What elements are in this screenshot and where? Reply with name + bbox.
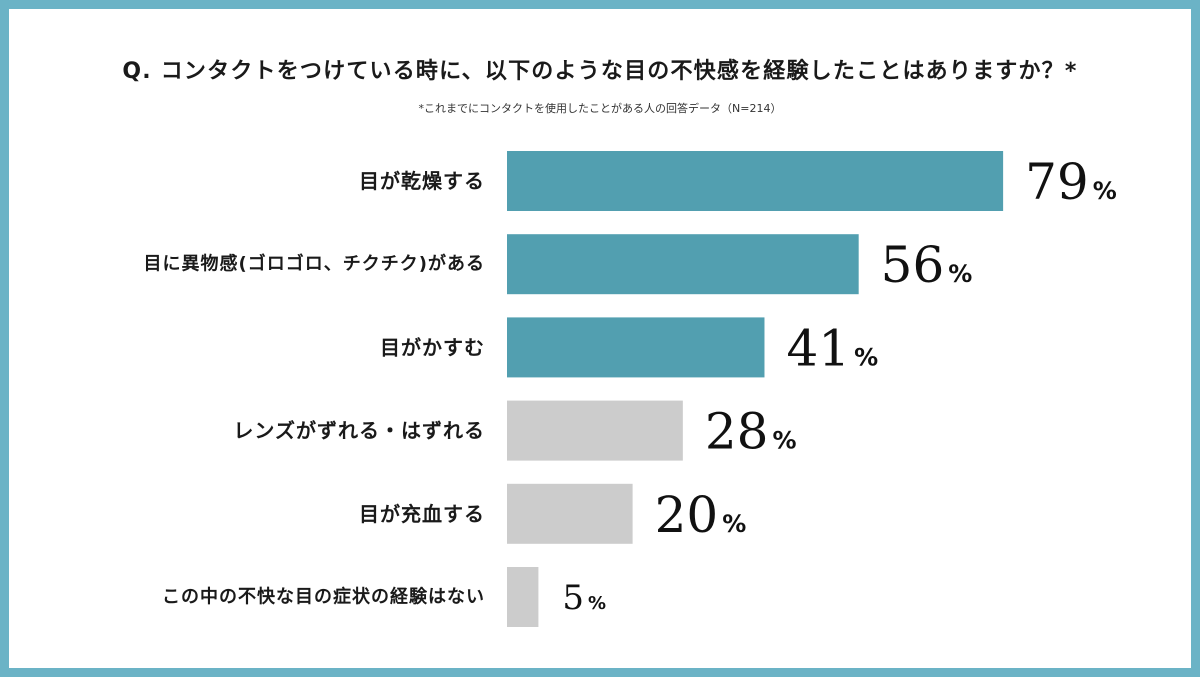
chart-frame: Q. コンタクトをつけている時に、以下のような目の不快感を経験したことはあります… [9,9,1191,668]
bar-5 [507,483,633,544]
value-label-2: 56% [881,236,973,294]
bar-1 [507,151,1004,211]
value-label-6: 5% [562,578,606,618]
bar-chart: 目が乾燥する 79 % 目に異物感(ゴロゴロ、チクチク)がある 56 % 目がかすむ 41 % レ… [144,151,1117,627]
category-label-4: レンズがずれる・はずれる [233,419,485,443]
bar-4 [507,400,683,461]
value-label-5: 20% [655,486,747,544]
chart-title: Q. コンタクトをつけている時に、以下のような目の不快感を経験したことはあります… [122,59,1078,84]
chart-subtitle: *これまでにコンタクトを使用したことがある人の回答データ（N=214） [418,102,782,115]
category-label-5: 目が充血する [359,502,485,526]
category-label-2: 目に異物感(ゴロゴロ、チクチク)がある [144,253,485,275]
value-label-4: 28% [705,403,797,461]
bar-2 [507,234,859,295]
category-label-1: 目が乾燥する [359,169,485,193]
value-label-3: 41% [786,319,878,377]
category-label-6: この中の不快な目の症状の経験はない [162,586,485,608]
bar-6 [507,567,539,627]
category-label-3: 目がかすむ [380,335,485,359]
bar-3 [507,317,765,378]
value-label-1: 79% [1025,153,1117,211]
